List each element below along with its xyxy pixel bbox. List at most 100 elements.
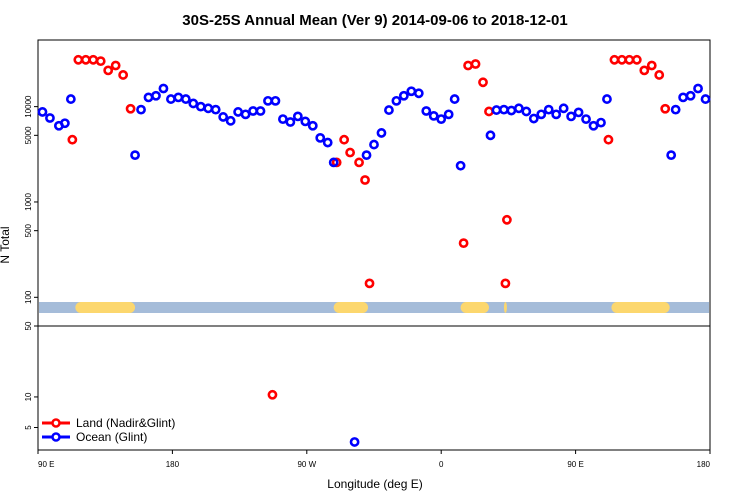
ocean-point	[602, 94, 612, 104]
land-point	[639, 65, 650, 76]
ocean-point	[218, 112, 229, 122]
upper-y-tick-label: 100	[24, 290, 33, 304]
ocean-point	[292, 111, 303, 122]
ocean-point	[506, 105, 517, 116]
ocean-point	[173, 92, 184, 103]
land-point	[478, 77, 488, 88]
land-point	[67, 134, 78, 145]
land-point	[339, 134, 350, 145]
ocean-point	[521, 106, 532, 117]
surface-bar-ocean	[39, 302, 709, 313]
surface-bar-land-0	[75, 302, 136, 313]
land-point	[631, 54, 642, 65]
ocean-point	[455, 160, 466, 171]
ocean-point	[485, 130, 496, 141]
upper-y-tick-label: 500	[24, 223, 33, 237]
land-point	[500, 278, 511, 289]
x-tick-label: 90 E	[38, 460, 54, 469]
ocean-point	[361, 150, 372, 161]
ocean-point	[203, 103, 214, 114]
x-tick-label: 90 E	[567, 460, 583, 469]
land-point	[80, 54, 91, 65]
ocean-point	[210, 104, 221, 115]
land-point	[502, 214, 512, 225]
ocean-point	[670, 104, 681, 115]
data-points	[37, 54, 711, 447]
ocean-point	[270, 95, 281, 106]
land-point	[646, 60, 657, 71]
upper-y-tick-label: 1000	[24, 193, 33, 211]
ocean-point	[596, 117, 606, 128]
ocean-point	[551, 109, 562, 120]
x-tick-label: 180	[166, 460, 180, 469]
ocean-point	[322, 137, 333, 148]
ocean-point	[255, 106, 266, 116]
ocean-point	[151, 90, 161, 101]
land-point	[624, 54, 635, 65]
lower-y-tick-label: 5	[24, 425, 33, 430]
ocean-point	[369, 139, 379, 150]
ocean-point	[136, 104, 146, 115]
surface-bar-land-3	[503, 302, 507, 313]
lower-y-axis: 5 10 50	[24, 321, 38, 430]
land-point	[95, 56, 106, 67]
land-point	[125, 103, 136, 114]
land-point	[267, 389, 278, 400]
ocean-point	[180, 94, 191, 104]
ocean-point	[328, 157, 339, 168]
land-point	[609, 54, 620, 65]
land-point	[360, 175, 370, 185]
ocean-point	[693, 83, 703, 94]
ocean-point	[225, 115, 236, 126]
ocean-point	[581, 114, 591, 125]
land-point	[654, 70, 665, 80]
land-point	[73, 54, 84, 65]
ocean-point	[349, 437, 360, 447]
x-tick-label: 180	[697, 460, 711, 469]
ocean-point	[233, 107, 244, 117]
ocean-point	[491, 105, 502, 115]
ocean-point	[406, 86, 417, 97]
surface-bar-land-4	[611, 302, 670, 313]
land-point	[470, 59, 481, 69]
ocean-point	[158, 83, 169, 94]
ocean-point	[700, 94, 711, 104]
ocean-point	[384, 105, 394, 115]
x-tick-label: 0	[439, 460, 444, 469]
land-point	[458, 238, 469, 249]
ocean-point	[413, 88, 424, 99]
ocean-point	[558, 103, 569, 114]
ocean-point	[188, 98, 199, 109]
upper-y-tick-label: 10000	[24, 95, 33, 118]
ocean-point	[666, 150, 677, 161]
land-point	[484, 106, 494, 117]
upper-y-axis: 100 500 1000 5000 10000	[24, 95, 38, 304]
land-point	[616, 54, 627, 65]
lower-y-tick-label: 50	[24, 321, 33, 330]
land-point	[118, 70, 129, 80]
lower-plot-frame	[37, 325, 711, 451]
land-point	[603, 134, 614, 145]
ocean-point	[513, 103, 524, 114]
ocean-point	[45, 113, 55, 123]
ocean-point	[37, 107, 48, 117]
ocean-point	[263, 95, 273, 106]
land-point	[463, 60, 473, 71]
ocean-point	[166, 94, 176, 104]
ocean-point	[59, 118, 70, 129]
ocean-point	[421, 106, 432, 116]
ocean-point	[436, 114, 447, 125]
legend-land-label: Land (Nadir&Glint)	[76, 416, 175, 430]
ocean-point	[195, 101, 206, 112]
land-point	[103, 65, 114, 76]
x-tick-label: 90 W	[297, 460, 316, 469]
surface-bar-land-2	[460, 302, 489, 313]
ocean-point	[449, 94, 460, 104]
ocean-point	[240, 109, 251, 120]
ocean-point	[443, 109, 454, 120]
ocean-point	[536, 109, 547, 120]
upper-y-tick-label: 5000	[24, 126, 33, 144]
ocean-point	[285, 117, 296, 127]
ocean-point	[130, 150, 140, 161]
